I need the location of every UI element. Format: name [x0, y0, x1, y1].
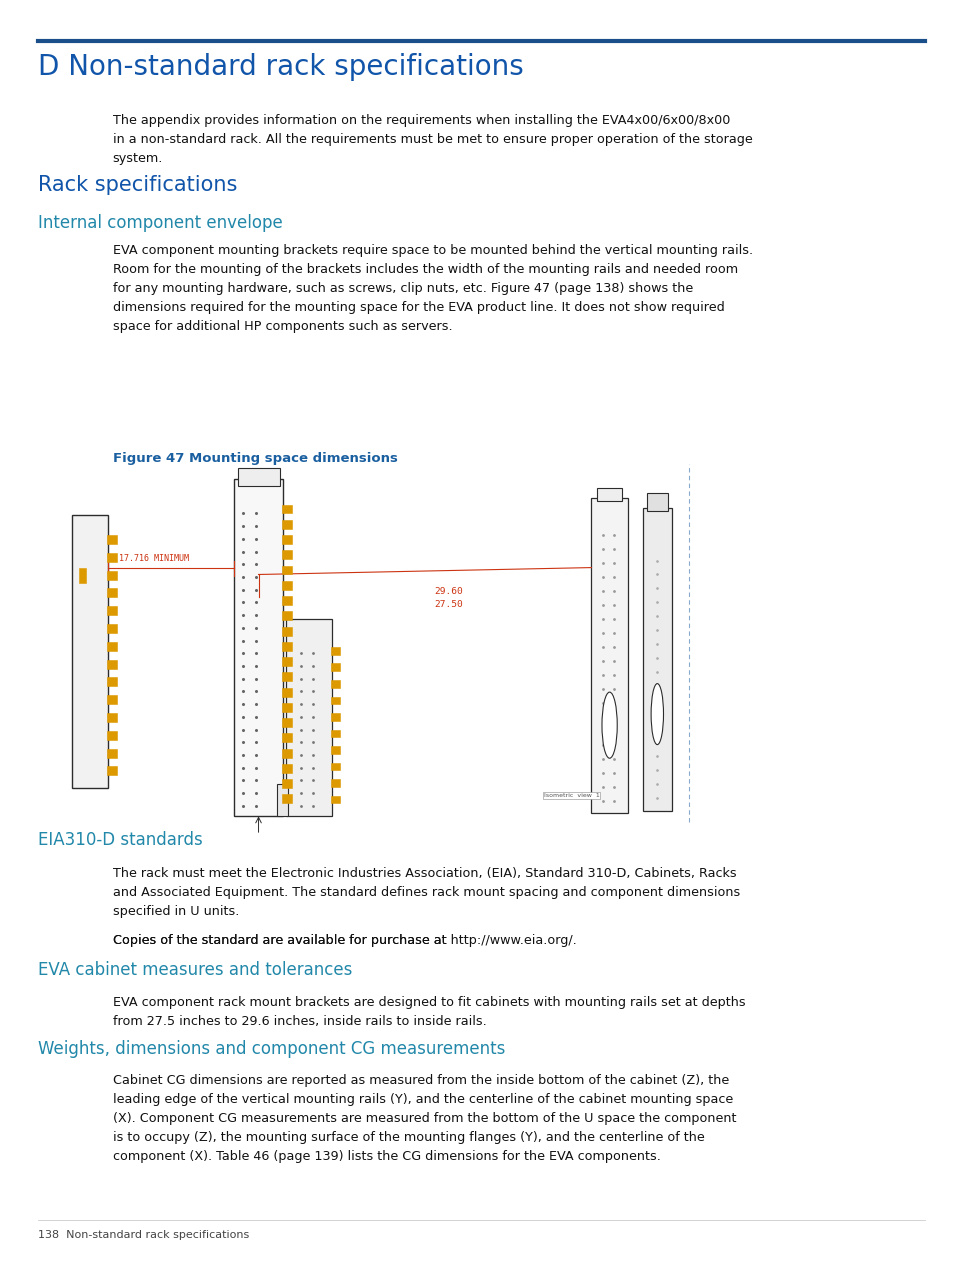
Text: Cabinet CG dimensions are reported as measured from the inside bottom of the cab: Cabinet CG dimensions are reported as me… — [112, 1074, 736, 1163]
Bar — [642, 508, 671, 811]
Bar — [282, 581, 292, 590]
Bar — [331, 779, 339, 787]
Text: EVA cabinet measures and tolerances: EVA cabinet measures and tolerances — [38, 961, 353, 979]
Bar — [107, 553, 117, 562]
Bar — [107, 624, 117, 633]
Bar — [282, 688, 292, 697]
Bar — [276, 784, 288, 816]
Text: EVA component rack mount brackets are designed to fit cabinets with mounting rai: EVA component rack mount brackets are de… — [112, 996, 744, 1028]
Bar — [331, 763, 339, 770]
Bar — [282, 566, 292, 574]
Bar — [331, 713, 339, 721]
Bar — [331, 680, 339, 688]
Bar — [331, 663, 339, 671]
Bar — [282, 749, 292, 758]
Bar — [107, 660, 117, 669]
Text: Isometric  view  1: Isometric view 1 — [543, 793, 598, 798]
Bar — [282, 764, 292, 773]
Bar — [282, 611, 292, 620]
Text: Copies of the standard are available for purchase at: Copies of the standard are available for… — [112, 934, 450, 947]
Bar — [331, 746, 339, 754]
Bar — [597, 488, 621, 501]
Bar — [282, 703, 292, 712]
Bar — [282, 627, 292, 636]
Bar — [107, 642, 117, 651]
Bar — [282, 505, 292, 513]
Bar — [331, 730, 339, 737]
Text: The rack must meet the Electronic Industries Association, (EIA), Standard 310-D,: The rack must meet the Electronic Indust… — [112, 867, 739, 918]
Bar — [237, 468, 279, 486]
Text: EIA310-D standards: EIA310-D standards — [38, 831, 203, 849]
Bar — [282, 520, 292, 529]
Bar — [282, 642, 292, 651]
Bar — [591, 498, 627, 813]
Bar — [282, 657, 292, 666]
Text: Figure 47 Mounting space dimensions: Figure 47 Mounting space dimensions — [112, 452, 397, 465]
Text: Rack specifications: Rack specifications — [38, 175, 237, 196]
Bar — [107, 749, 117, 758]
Bar — [282, 779, 292, 788]
Bar — [331, 697, 339, 704]
Bar — [282, 733, 292, 742]
Bar — [282, 596, 292, 605]
Text: EVA component mounting brackets require space to be mounted behind the vertical : EVA component mounting brackets require … — [112, 244, 752, 333]
Bar — [331, 796, 339, 803]
Text: The appendix provides information on the requirements when installing the EVA4x0: The appendix provides information on the… — [112, 114, 752, 165]
Bar — [71, 515, 108, 788]
Bar — [107, 535, 117, 544]
Text: Copies of the standard are available for purchase at http://www.eia.org/.: Copies of the standard are available for… — [112, 934, 576, 947]
Bar — [107, 695, 117, 704]
Bar — [107, 606, 117, 615]
Text: 17.716 MINIMUM: 17.716 MINIMUM — [119, 554, 189, 563]
Text: Internal component envelope: Internal component envelope — [38, 214, 283, 231]
Bar — [646, 493, 667, 511]
Bar — [107, 731, 117, 740]
Text: 138  Non-standard rack specifications: 138 Non-standard rack specifications — [38, 1230, 249, 1240]
Ellipse shape — [601, 693, 617, 759]
Bar — [286, 619, 332, 816]
Bar — [107, 713, 117, 722]
Bar — [331, 647, 339, 655]
Bar — [107, 588, 117, 597]
Bar — [282, 550, 292, 559]
Bar — [233, 479, 283, 816]
Text: 29.60
27.50: 29.60 27.50 — [434, 587, 462, 609]
Ellipse shape — [650, 684, 663, 745]
Bar — [107, 571, 117, 580]
Bar — [107, 677, 117, 686]
Bar — [282, 794, 292, 803]
Bar — [282, 672, 292, 681]
Bar — [107, 766, 117, 775]
Text: D Non-standard rack specifications: D Non-standard rack specifications — [38, 53, 523, 81]
Text: Weights, dimensions and component CG measurements: Weights, dimensions and component CG mea… — [38, 1040, 505, 1057]
Bar — [79, 568, 87, 583]
Bar — [282, 535, 292, 544]
Bar — [282, 718, 292, 727]
